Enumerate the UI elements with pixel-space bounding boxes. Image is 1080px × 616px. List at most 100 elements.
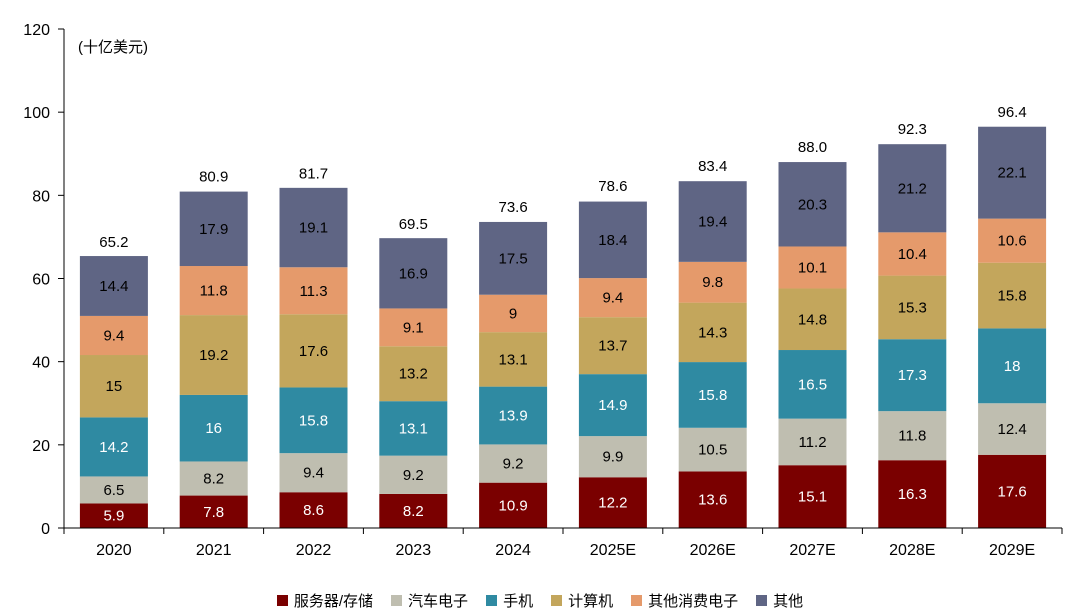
data-label: 14.3 bbox=[698, 324, 727, 341]
bar-segment bbox=[379, 238, 448, 309]
data-label: 11.3 bbox=[299, 283, 327, 300]
bar-segment bbox=[79, 355, 148, 418]
data-label: 20.3 bbox=[798, 196, 827, 213]
legend-label: 其他消费电子 bbox=[648, 592, 739, 610]
legend-item: 其他 bbox=[756, 590, 803, 611]
bar-segment bbox=[578, 477, 647, 528]
x-tick-label: 2020 bbox=[96, 542, 132, 559]
bar-segment bbox=[279, 387, 348, 454]
data-label: 9.4 bbox=[303, 465, 324, 482]
bar-segment bbox=[279, 492, 348, 528]
data-label: 13.9 bbox=[498, 408, 527, 425]
bar-segment bbox=[479, 221, 548, 295]
data-label: 9.2 bbox=[403, 467, 424, 484]
bar-segment bbox=[79, 503, 148, 528]
data-label: 11.8 bbox=[898, 428, 926, 445]
data-label: 14.8 bbox=[798, 311, 827, 328]
x-tick-label: 2027E bbox=[789, 542, 835, 559]
bar-segment bbox=[778, 418, 847, 466]
data-label: 16.3 bbox=[898, 486, 927, 503]
bar-segment bbox=[678, 471, 747, 528]
data-label: 19.4 bbox=[698, 214, 727, 231]
data-label: 15 bbox=[106, 378, 123, 395]
total-label: 92.3 bbox=[898, 121, 927, 138]
x-tick-label: 2029E bbox=[989, 542, 1035, 559]
legend-item: 其他消费电子 bbox=[631, 590, 738, 611]
x-tick-label: 2026E bbox=[690, 542, 736, 559]
bar-segment bbox=[578, 374, 647, 437]
bar-segment bbox=[678, 427, 747, 472]
bar-segment bbox=[79, 256, 148, 316]
data-label: 14.2 bbox=[99, 439, 128, 456]
bar-segment bbox=[978, 454, 1047, 528]
data-label: 14.9 bbox=[598, 397, 627, 414]
bar-segment bbox=[678, 362, 747, 428]
bar-segment bbox=[479, 386, 548, 445]
legend-item: 手机 bbox=[486, 590, 533, 611]
x-tick-label: 2025E bbox=[590, 542, 636, 559]
data-label: 8.2 bbox=[403, 503, 424, 520]
x-tick-label: 2024 bbox=[495, 542, 531, 559]
data-label: 9.2 bbox=[503, 456, 524, 473]
data-label: 22.1 bbox=[997, 165, 1026, 182]
bar-segment bbox=[279, 453, 348, 493]
stacked-bar-chart: 0 20 40 60 80 100 120 5.9 6.5 14.2 15 9.4 14.4 7.8 8.… bbox=[23, 22, 1063, 559]
y-tick-label: 100 bbox=[23, 105, 50, 122]
data-label: 10.9 bbox=[498, 497, 527, 514]
total-label: 69.5 bbox=[399, 216, 428, 233]
x-tick-label: 2021 bbox=[196, 542, 232, 559]
data-label: 13.6 bbox=[698, 492, 727, 509]
bar-segment bbox=[878, 339, 947, 412]
legend: 服务器/存储 汽车电子 手机 计算机 其他消费电子 其他 bbox=[0, 588, 1080, 612]
x-tick-label: 2022 bbox=[296, 542, 332, 559]
data-label: 13.1 bbox=[399, 420, 428, 437]
bar-segment bbox=[379, 308, 448, 347]
bar-segment bbox=[778, 288, 847, 351]
data-label: 10.1 bbox=[798, 259, 827, 276]
bar-segment bbox=[279, 267, 348, 315]
data-label: 17.6 bbox=[299, 343, 328, 360]
legend-label: 计算机 bbox=[568, 592, 614, 610]
total-label: 73.6 bbox=[498, 199, 527, 216]
data-label: 15.8 bbox=[698, 387, 727, 404]
bar-segment bbox=[179, 495, 248, 528]
data-label: 11.8 bbox=[200, 283, 228, 300]
total-label: 78.6 bbox=[598, 178, 627, 195]
bar-segment bbox=[978, 328, 1047, 404]
bar-segment bbox=[479, 482, 548, 528]
data-label: 10.6 bbox=[997, 233, 1026, 250]
bar-segment bbox=[179, 266, 248, 316]
data-label: 13.1 bbox=[498, 351, 527, 368]
data-label: 15.8 bbox=[299, 412, 328, 429]
legend-swatch bbox=[551, 594, 563, 606]
bar-segment bbox=[379, 401, 448, 456]
data-label: 9.4 bbox=[602, 290, 623, 307]
y-tick-label: 0 bbox=[41, 521, 50, 538]
data-label: 17.3 bbox=[898, 367, 927, 384]
bar-segment bbox=[678, 261, 747, 303]
bar-segment bbox=[179, 315, 248, 395]
data-label: 16.9 bbox=[399, 265, 428, 282]
bar-segment bbox=[379, 493, 448, 528]
bar-segment bbox=[978, 262, 1047, 329]
data-label: 14.4 bbox=[99, 278, 128, 295]
legend-swatch bbox=[756, 594, 768, 606]
data-label: 17.9 bbox=[199, 221, 228, 238]
data-label: 9 bbox=[509, 305, 517, 322]
bar-segment bbox=[79, 417, 148, 477]
data-label: 8.6 bbox=[303, 502, 324, 519]
y-tick-label: 20 bbox=[32, 438, 50, 455]
bar-segment bbox=[778, 246, 847, 289]
bar-segment bbox=[978, 126, 1047, 219]
data-label: 6.5 bbox=[103, 482, 124, 499]
data-label: 9.9 bbox=[602, 449, 623, 466]
data-label: 15.1 bbox=[798, 489, 827, 506]
data-label: 17.5 bbox=[498, 250, 527, 267]
y-tick-label: 60 bbox=[32, 272, 50, 289]
bar-segment bbox=[978, 218, 1047, 263]
legend-swatch bbox=[276, 594, 288, 606]
bar-segment bbox=[778, 162, 847, 247]
bar-segment bbox=[179, 394, 248, 462]
legend-label: 其他 bbox=[773, 592, 804, 610]
total-label: 65.2 bbox=[99, 234, 128, 251]
